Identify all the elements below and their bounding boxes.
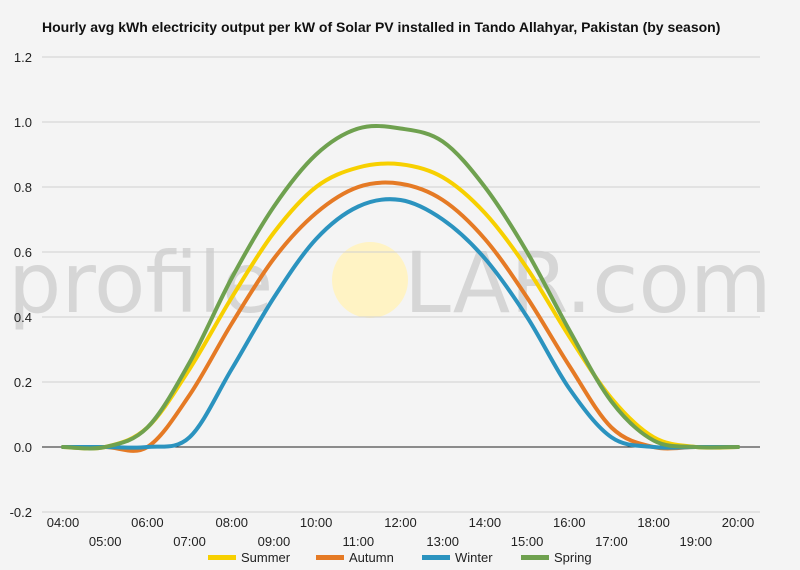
legend-swatch [316,555,344,560]
series-line-winter [61,197,740,450]
x-tick-label: 14:00 [469,515,502,530]
x-tick-label: 15:00 [511,534,544,549]
y-tick-label: 0.6 [14,245,32,260]
chart-title: Hourly avg kWh electricity output per kW… [42,19,721,35]
y-tick-label: 0.0 [14,440,32,455]
legend-label: Winter [455,550,493,565]
x-tick-label: 12:00 [384,515,417,530]
x-tick-label: 20:00 [722,515,755,530]
x-tick-label: 04:00 [47,515,80,530]
legend: Summer Autumn Winter Spring [208,550,592,565]
legend-label: Spring [554,550,592,565]
x-tick-label: 06:00 [131,515,164,530]
series-line-autumn [61,180,740,453]
x-tick-label: 10:00 [300,515,333,530]
y-tick-label: 1.0 [14,115,32,130]
legend-label: Summer [241,550,291,565]
y-tick-label: 0.4 [14,310,32,325]
x-tick-label: 09:00 [258,534,291,549]
y-tick-label: -0.2 [10,505,32,520]
series-line-summer [61,161,740,451]
x-tick-label: 08:00 [215,515,248,530]
legend-item-winter: Winter [422,550,493,565]
x-tick-label: 13:00 [426,534,459,549]
y-tick-label: 0.2 [14,375,32,390]
x-tick-label: 07:00 [173,534,206,549]
watermark-sun [332,242,408,318]
x-tick-label: 11:00 [343,534,375,549]
tick-labels: -0.2 0.0 0.2 0.4 0.6 0.8 1.0 1.2 04:00 05:00 06:00… [10,50,755,549]
x-tick-label: 17:00 [595,534,628,549]
y-tick-label: 0.8 [14,180,32,195]
x-tick-label: 18:00 [637,515,670,530]
legend-swatch [521,555,549,560]
legend-label: Autumn [349,550,394,565]
legend-swatch [422,555,450,560]
series-line-spring [61,124,740,451]
y-tick-label: 1.2 [14,50,32,65]
series-lines [61,124,740,453]
legend-item-spring: Spring [521,550,592,565]
legend-item-autumn: Autumn [316,550,394,565]
legend-swatch [208,555,236,560]
legend-item-summer: Summer [208,550,291,565]
x-tick-label: 19:00 [680,534,713,549]
x-tick-label: 05:00 [89,534,122,549]
watermark-right: LAR.com [404,234,772,332]
x-tick-label: 16:00 [553,515,586,530]
